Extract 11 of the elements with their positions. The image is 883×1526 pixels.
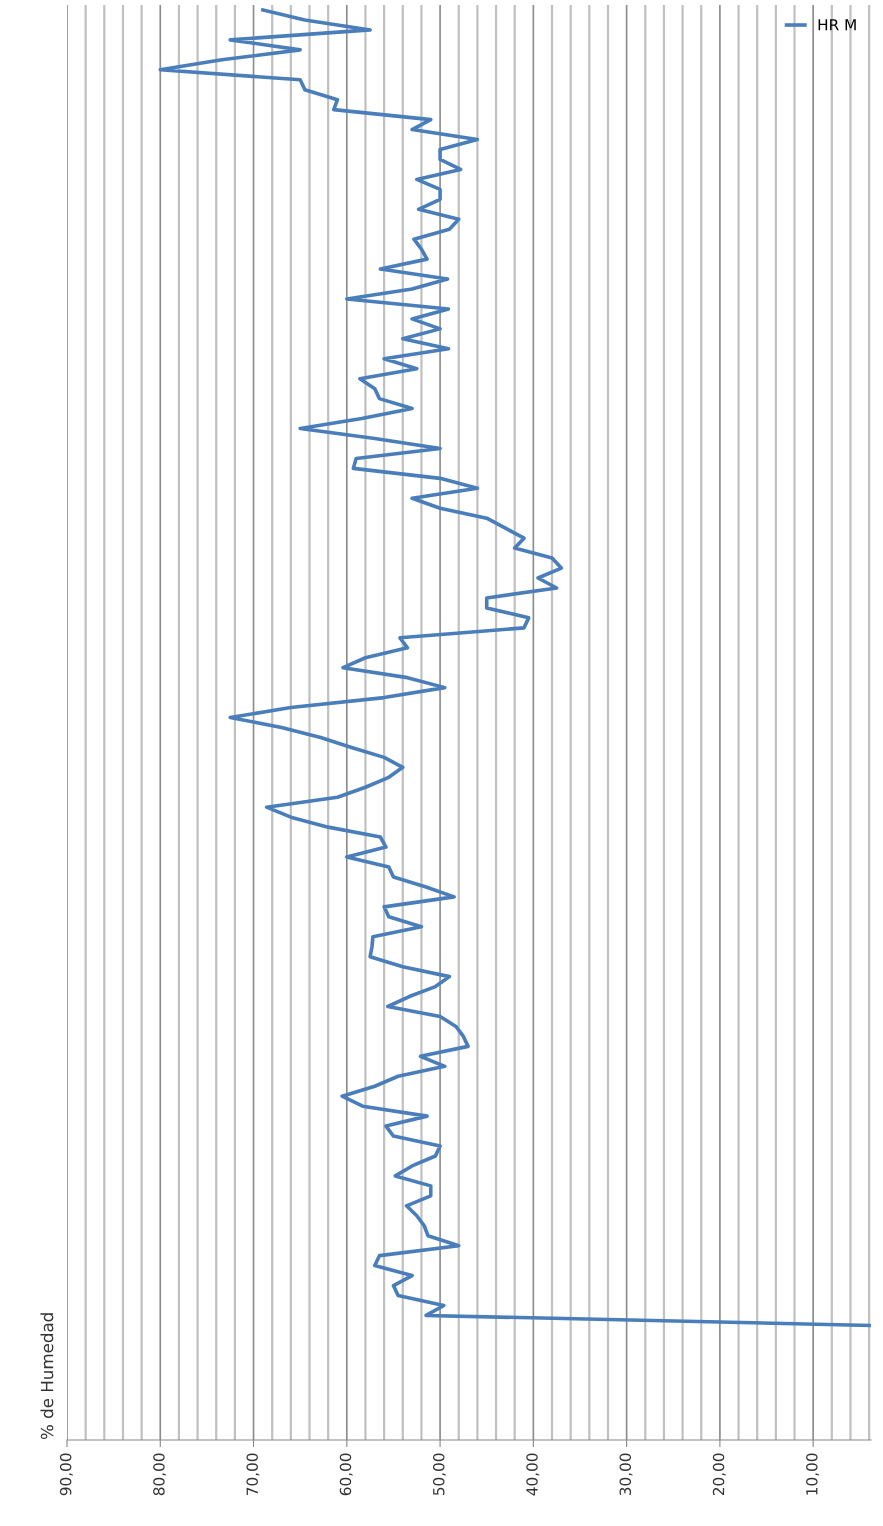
x-tick-label: 90,00: [59, 1453, 73, 1496]
legend-label: HR M: [818, 19, 856, 31]
x-tick-label: 50,00: [432, 1453, 447, 1496]
x-tick-label: 30,00: [619, 1453, 633, 1496]
x-tick-label: 40,00: [526, 1453, 540, 1496]
x-tick-label: 80,00: [153, 1453, 167, 1496]
x-tick-label: 60,00: [339, 1453, 353, 1496]
y-axis-title: % de Humedad: [40, 1313, 54, 1440]
x-tick-label: 20,00: [712, 1453, 726, 1496]
x-tick-label: 70,00: [246, 1453, 260, 1495]
x-tick-label: 10,00: [806, 1453, 820, 1495]
